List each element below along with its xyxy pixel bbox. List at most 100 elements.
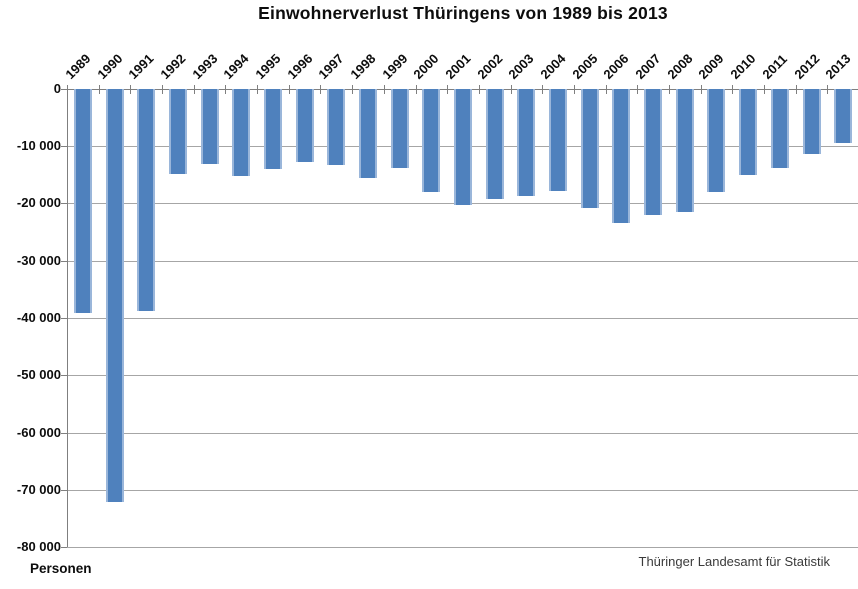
x-axis-label-1992: 1992 xyxy=(157,50,189,82)
bar-2010 xyxy=(739,89,758,175)
x-axis-tick xyxy=(257,84,259,94)
y-axis-tick-label: -30 000 xyxy=(16,252,61,268)
bar-1991 xyxy=(137,89,156,311)
x-axis-tick xyxy=(573,84,575,94)
y-axis-unit-label: Personen xyxy=(30,561,92,576)
x-axis-tick xyxy=(320,84,322,94)
gridline xyxy=(67,547,858,549)
x-axis-label-2011: 2011 xyxy=(759,51,790,82)
x-axis-label-2010: 2010 xyxy=(727,50,759,82)
x-axis-tick xyxy=(352,84,354,94)
bar-1996 xyxy=(295,89,314,162)
x-axis-label-1995: 1995 xyxy=(252,50,284,82)
x-axis-label-2003: 2003 xyxy=(505,50,537,82)
bar-1998 xyxy=(359,89,377,178)
y-axis-tick xyxy=(61,317,67,319)
y-axis-tick xyxy=(61,260,67,262)
bar-2009 xyxy=(707,89,726,192)
bar-1999 xyxy=(390,89,409,169)
x-axis-tick xyxy=(383,84,385,94)
x-axis-label-1994: 1994 xyxy=(220,50,252,82)
x-axis-label-1991: 1991 xyxy=(125,50,157,82)
x-axis-label-1990: 1990 xyxy=(93,50,125,82)
x-axis-label-2008: 2008 xyxy=(664,50,696,82)
y-axis-tick-label: -10 000 xyxy=(16,137,61,153)
y-axis-tick-label: -40 000 xyxy=(16,309,61,325)
bar-2002 xyxy=(485,89,504,199)
x-axis-tick xyxy=(700,84,702,94)
bar-2008 xyxy=(675,89,694,213)
x-axis-tick xyxy=(764,84,765,94)
y-axis-tick-label: -20 000 xyxy=(16,195,61,211)
y-axis-tick-label: -70 000 xyxy=(16,481,61,497)
chart-title: Einwohnerverlust Thüringens von 1989 bis… xyxy=(258,3,668,23)
x-axis-tick xyxy=(130,84,132,94)
x-axis-tick xyxy=(98,84,100,94)
x-axis-label-2004: 2004 xyxy=(537,50,569,82)
x-axis-tick xyxy=(193,84,195,94)
y-axis-tick xyxy=(61,489,67,491)
y-axis-tick xyxy=(61,547,67,549)
y-axis-tick xyxy=(61,88,67,90)
gridline xyxy=(67,489,858,491)
x-axis-label-1989: 1989 xyxy=(62,50,94,82)
x-axis-label-2000: 2000 xyxy=(410,50,442,82)
bar-2007 xyxy=(644,89,663,215)
x-axis-label-1999: 1999 xyxy=(378,50,411,82)
bar-1995 xyxy=(263,89,282,170)
x-axis-label-2012: 2012 xyxy=(790,50,822,82)
y-axis-tick-label: -80 000 xyxy=(16,539,61,555)
x-axis-tick xyxy=(827,84,829,94)
x-axis-tick xyxy=(605,84,607,94)
y-axis-tick xyxy=(61,375,67,377)
x-axis-label-2007: 2007 xyxy=(632,50,664,82)
bar-1997 xyxy=(327,89,346,165)
bar-2011 xyxy=(770,89,789,169)
x-axis-tick xyxy=(478,84,480,94)
x-axis-tick xyxy=(510,84,512,94)
x-axis-label-2013: 2013 xyxy=(822,50,854,82)
bar-2003 xyxy=(517,89,536,197)
x-axis-label-2006: 2006 xyxy=(600,50,632,82)
bar-2013 xyxy=(834,89,853,143)
x-axis-label-1993: 1993 xyxy=(188,50,221,82)
bar-2005 xyxy=(580,89,599,208)
x-axis-tick xyxy=(447,84,449,94)
x-axis-tick xyxy=(795,84,797,94)
x-axis-label-2002: 2002 xyxy=(474,50,506,82)
bar-2012 xyxy=(802,89,821,154)
y-axis-tick xyxy=(61,145,67,147)
x-axis-tick xyxy=(542,84,544,94)
y-axis-line xyxy=(67,88,68,548)
x-axis-tick xyxy=(288,84,290,94)
y-axis-tick xyxy=(61,432,67,434)
gridline xyxy=(67,375,858,377)
bar-1994 xyxy=(232,89,251,176)
bar-2006 xyxy=(612,89,631,224)
gridline xyxy=(67,432,858,434)
x-axis-tick xyxy=(415,84,417,94)
bar-2004 xyxy=(549,89,567,191)
x-axis-label-1996: 1996 xyxy=(283,50,316,82)
x-axis-label-2001: 2001 xyxy=(442,50,474,82)
bar-2000 xyxy=(422,89,441,192)
gridline xyxy=(67,317,858,319)
x-axis-tick xyxy=(162,84,163,94)
y-axis-tick-label: -50 000 xyxy=(16,367,61,383)
y-axis-tick-label: -60 000 xyxy=(16,424,61,440)
y-axis-tick-label: 0 xyxy=(53,80,61,96)
x-axis-label-2009: 2009 xyxy=(695,50,727,82)
bar-1990 xyxy=(105,89,124,502)
bar-2001 xyxy=(454,89,472,206)
gridline xyxy=(67,260,858,262)
bar-1989 xyxy=(73,89,92,313)
x-axis-label-1997: 1997 xyxy=(315,50,347,82)
x-axis-label-1998: 1998 xyxy=(347,50,379,82)
x-axis-tick xyxy=(67,84,68,94)
x-axis-tick xyxy=(668,84,670,94)
bar-1993 xyxy=(200,89,219,164)
x-axis-tick xyxy=(732,84,734,94)
x-axis-label-2005: 2005 xyxy=(569,50,601,82)
source-label: Thüringer Landesamt für Statistik xyxy=(638,554,830,569)
